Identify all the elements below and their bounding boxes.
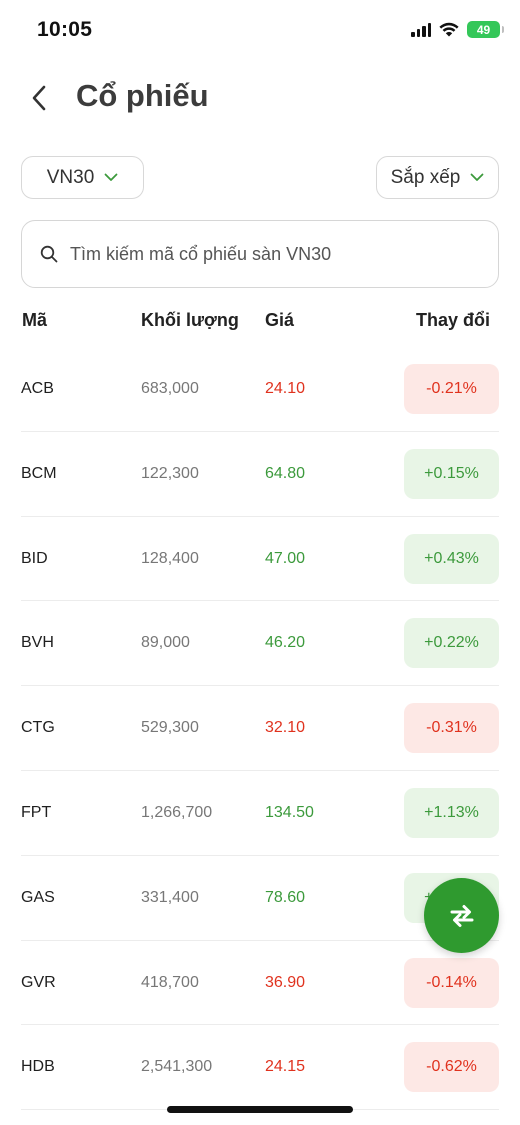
- stock-volume: 683,000: [141, 380, 199, 397]
- change-badge: +0.22%: [404, 618, 499, 669]
- change-badge: +0.15%: [404, 448, 499, 499]
- stock-volume: 89,000: [141, 634, 190, 652]
- change-badge: +0.43%: [404, 533, 499, 584]
- stock-symbol: FPT: [21, 803, 52, 821]
- table-row[interactable]: CTG 529,300 32.10 -0.31%: [21, 686, 499, 771]
- table-row[interactable]: FPT 1,266,700 134.50 +1.13%: [21, 771, 499, 856]
- stock-price: 134.50: [265, 803, 314, 821]
- search-input[interactable]: [70, 243, 470, 265]
- table-header: Mã Khối lượng Giá Thay đổi: [0, 308, 520, 336]
- change-badge: +1.13%: [404, 787, 499, 838]
- status-bar: 10:05 49: [0, 0, 520, 60]
- stock-symbol: ACB: [21, 380, 54, 397]
- stock-price: 64.80: [265, 464, 306, 482]
- table-row[interactable]: HDB 2,541,300 24.15 -0.62%: [21, 1025, 499, 1111]
- stock-symbol: BVH: [21, 634, 54, 652]
- stock-symbol: GVR: [21, 973, 56, 991]
- header: Cổ phiếu: [0, 76, 520, 120]
- chevron-down-icon: [104, 173, 118, 181]
- stock-price: 47.00: [265, 549, 306, 567]
- sort-dropdown[interactable]: Sắp xếp: [376, 156, 499, 199]
- stock-volume: 2,541,300: [141, 1058, 213, 1076]
- stock-price: 24.10: [265, 380, 306, 397]
- signal-icon: [411, 22, 431, 37]
- stock-symbol: BCM: [21, 464, 57, 482]
- status-icons: 49: [411, 21, 504, 38]
- stock-symbol: HDB: [21, 1058, 55, 1076]
- stock-volume: 331,400: [141, 888, 199, 906]
- stock-symbol: CTG: [21, 719, 55, 737]
- stock-symbol: BID: [21, 549, 48, 567]
- index-filter-dropdown[interactable]: VN30: [21, 156, 144, 199]
- stock-volume: 418,700: [141, 973, 199, 991]
- stock-volume: 529,300: [141, 719, 199, 737]
- battery-icon: 49: [467, 21, 504, 38]
- chevron-left-icon: [32, 85, 46, 111]
- table-row[interactable]: BVH 89,000 46.20 +0.22%: [21, 601, 499, 687]
- status-time: 10:05: [37, 18, 93, 41]
- stock-price: 36.90: [265, 973, 306, 991]
- index-filter-label: VN30: [46, 166, 95, 188]
- column-header-volume[interactable]: Khối lượng: [141, 310, 239, 330]
- wifi-icon: [439, 22, 459, 37]
- stock-symbol: GAS: [21, 888, 55, 906]
- chevron-down-icon: [470, 173, 484, 181]
- stock-price: 78.60: [265, 888, 306, 906]
- search-icon: [40, 245, 58, 263]
- change-badge: -0.14%: [404, 957, 499, 1008]
- column-header-price[interactable]: Giá: [265, 310, 295, 330]
- home-indicator[interactable]: [167, 1106, 353, 1113]
- table-row[interactable]: ACB 683,000 24.10 -0.21%: [21, 347, 499, 432]
- table-row[interactable]: BID 128,400 47.00 +0.43%: [21, 517, 499, 602]
- table-row[interactable]: BCM 122,300 64.80 +0.15%: [21, 432, 499, 517]
- sort-label: Sắp xếp: [390, 166, 461, 188]
- stock-volume: 1,266,700: [141, 803, 213, 821]
- stock-list: ACB 683,000 24.10 -0.21% BCM 122,300 64.80 +0.1…: [0, 347, 520, 1111]
- column-header-change[interactable]: Thay đổi: [415, 310, 490, 330]
- change-badge: -0.21%: [404, 364, 499, 414]
- swap-icon: [450, 904, 473, 927]
- stock-volume: 122,300: [141, 464, 199, 482]
- stock-price: 24.15: [265, 1058, 306, 1076]
- column-header-symbol[interactable]: Mã: [22, 310, 48, 330]
- stock-price: 32.10: [265, 719, 306, 737]
- change-badge: -0.31%: [404, 703, 499, 754]
- page-title: Cổ phiếu: [76, 78, 209, 113]
- switch-view-button[interactable]: [424, 878, 499, 953]
- table-row[interactable]: GVR 418,700 36.90 -0.14%: [21, 941, 499, 1026]
- stock-price: 46.20: [265, 634, 306, 652]
- search-box[interactable]: [21, 220, 499, 288]
- back-button[interactable]: [24, 80, 54, 116]
- change-badge: -0.62%: [404, 1042, 499, 1093]
- stock-volume: 128,400: [141, 549, 199, 567]
